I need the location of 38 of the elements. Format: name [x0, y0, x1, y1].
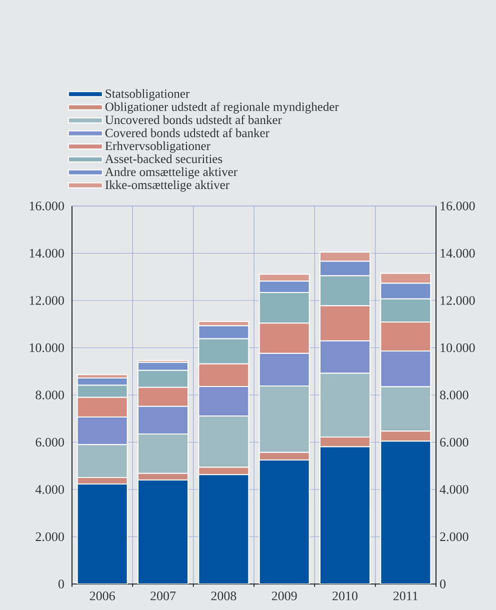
x-tick-label: 2007: [150, 592, 176, 600]
legend-label: Andre omsættelige aktiver: [105, 167, 238, 179]
legend-label: Erhvervsobligationer: [105, 141, 210, 153]
y2-tick-label: 12.000: [440, 296, 475, 305]
legend-label: Statsobligationer: [106, 89, 190, 100]
bar: [320, 446, 370, 584]
x-tick-label: 2010: [332, 592, 358, 600]
y2-tick-label: 0: [440, 580, 446, 588]
y2-tick-label: 16.000: [440, 202, 475, 210]
y-tick-label: 14.000: [30, 248, 64, 258]
x-tick-label: 2009: [272, 592, 297, 600]
bar: [138, 480, 188, 584]
bar: [76, 484, 128, 584]
y-tick-label: 4.000: [35, 485, 64, 494]
y2-tick-label: 8.000: [440, 390, 468, 400]
y-tick-label: 16.000: [30, 202, 64, 210]
x-tick-label: 2008: [211, 592, 236, 600]
bar: [258, 459, 310, 584]
legend-label: Obligationer udstedt af regionale myndigheder: [105, 102, 339, 114]
y-tick-label: 10.000: [30, 343, 64, 352]
bar: [380, 440, 432, 584]
y2-tick-label: 6.000: [440, 438, 468, 447]
y2-tick-label: 10.000: [440, 343, 475, 352]
y-tick-label: 8.000: [36, 390, 64, 400]
bar: [198, 474, 250, 584]
legend-label: Asset-backed securities: [105, 154, 222, 164]
y2-tick-label: 14.000: [440, 248, 475, 258]
y-tick-label: 2.000: [36, 532, 64, 542]
legend-label: Uncovered bonds udstedt af banker: [105, 115, 282, 124]
x-tick-label: 2006: [90, 592, 115, 600]
x-tick-label: 2011: [393, 592, 418, 600]
legend-label: Ikke-omsættelige aktiver: [105, 180, 230, 192]
y-tick-label: 12.000: [30, 296, 64, 305]
y2-tick-label: 2.000: [440, 532, 468, 542]
y2-tick-label: 4.000: [440, 485, 468, 494]
y-tick-label: 0: [58, 580, 64, 588]
y-tick-label: 6.000: [36, 438, 64, 447]
legend-label: Covered bonds udstedt af banker: [105, 128, 270, 138]
